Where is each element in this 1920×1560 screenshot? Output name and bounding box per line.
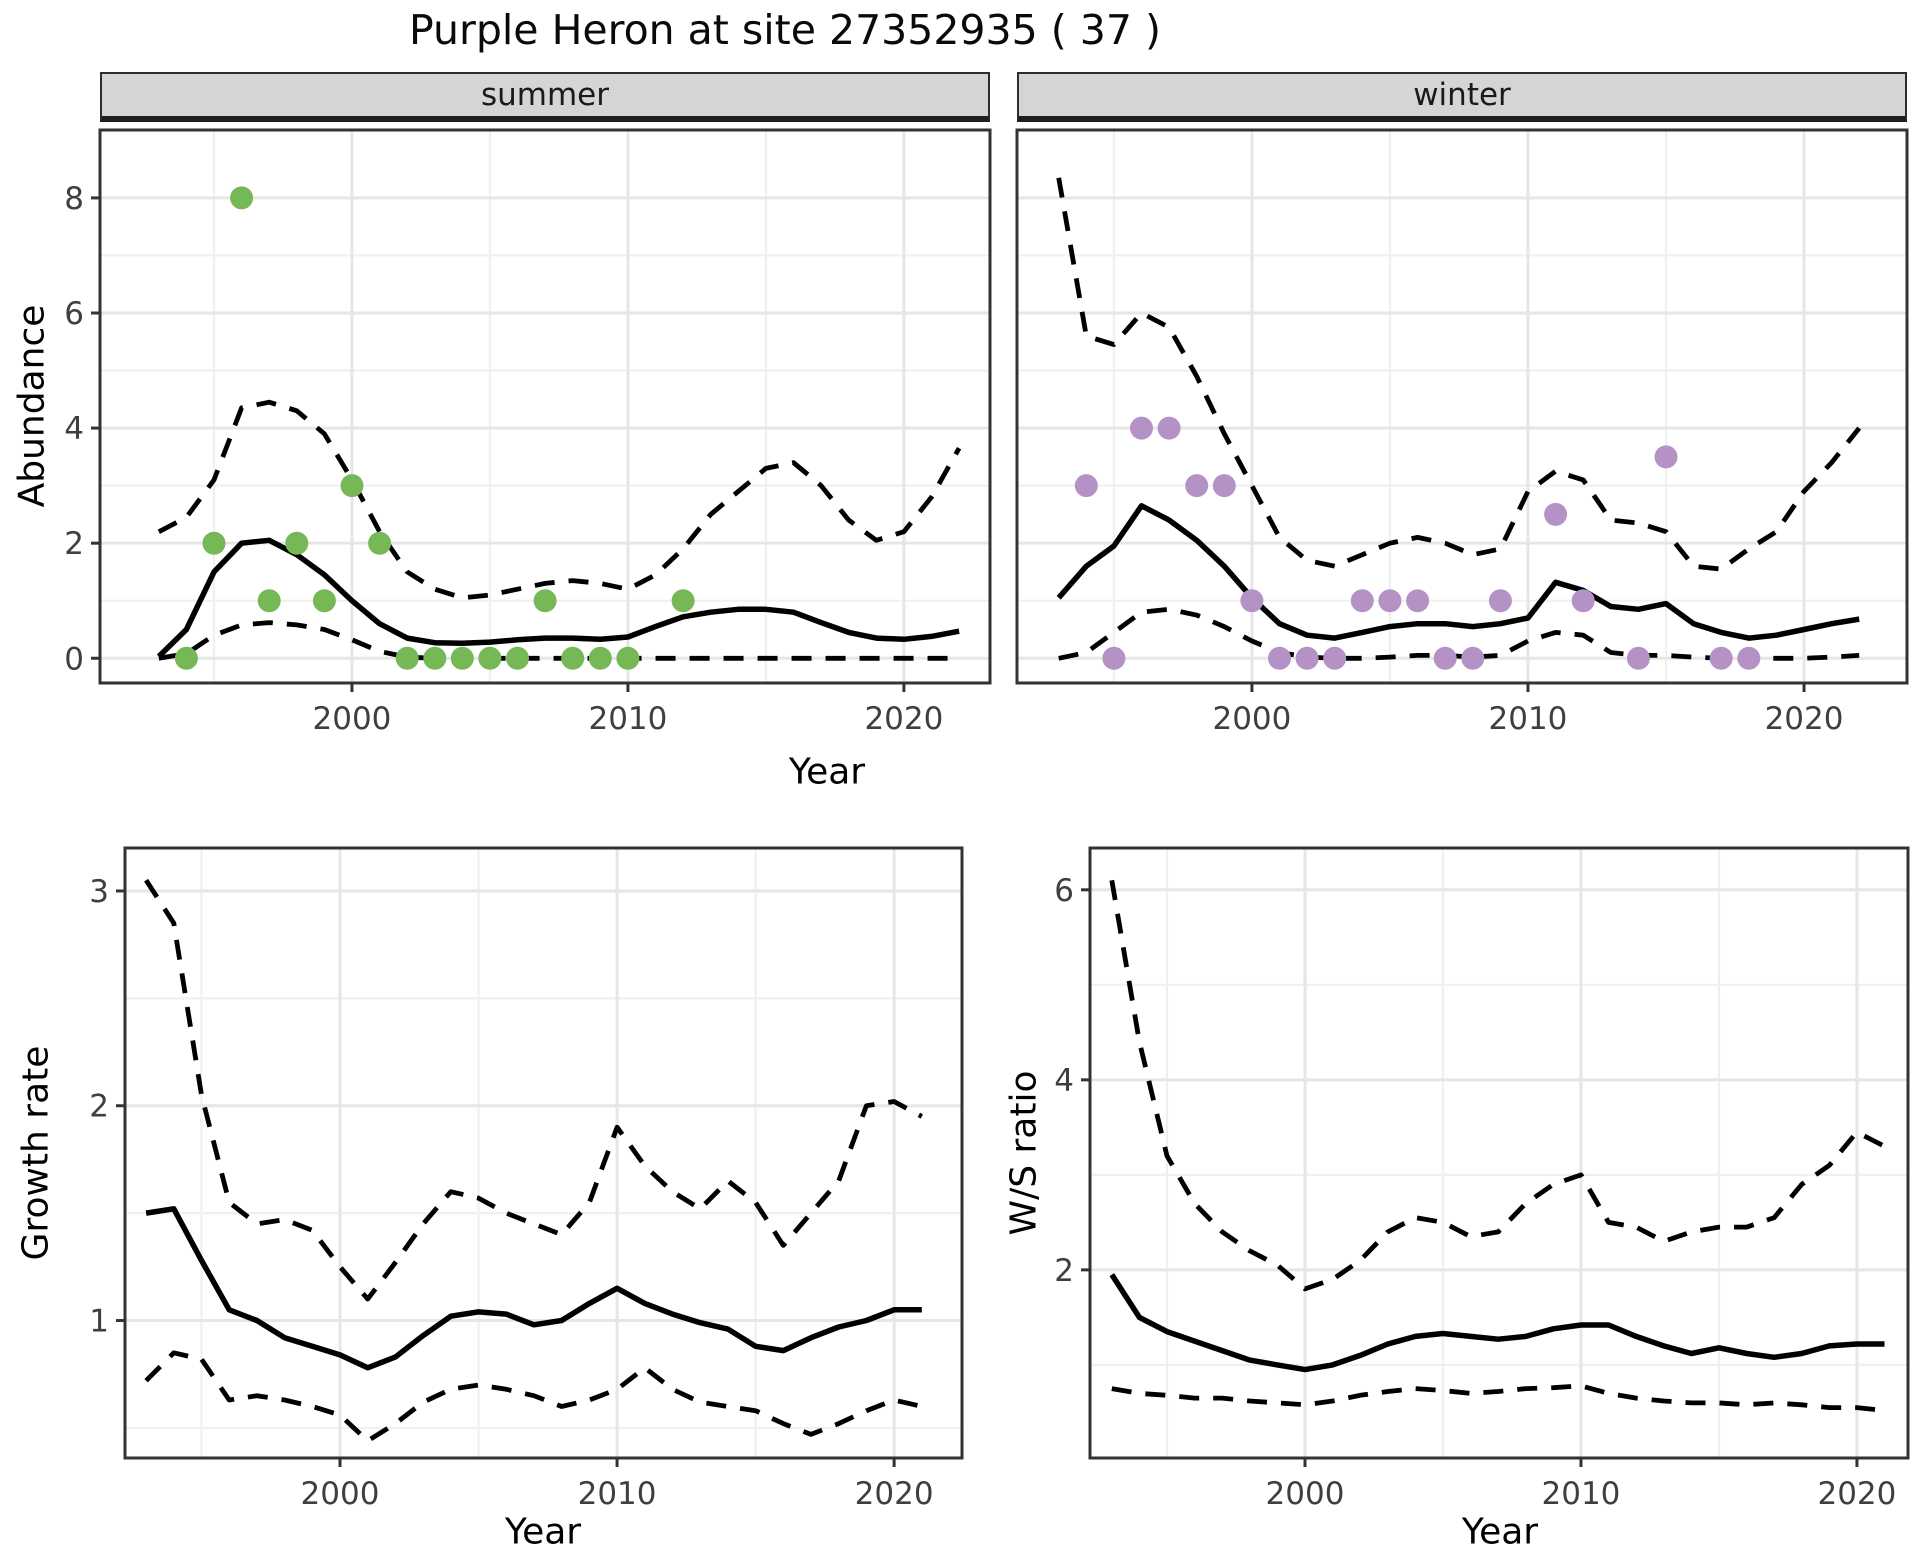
series-lower_ci bbox=[144, 1350, 923, 1444]
series-fit bbox=[145, 1206, 922, 1371]
data-point bbox=[174, 646, 198, 670]
series-fit bbox=[1056, 503, 1860, 641]
x-tick-label: 2010 bbox=[1542, 1476, 1621, 1512]
panel-border bbox=[123, 846, 964, 1460]
data-point bbox=[1709, 646, 1733, 670]
data-point bbox=[1571, 589, 1595, 613]
facet-strip-summer: summer bbox=[100, 72, 990, 122]
x-axis-title-year-top: Year bbox=[788, 751, 866, 793]
data-point bbox=[1074, 474, 1098, 498]
data-point bbox=[588, 646, 612, 670]
series-lower_ci bbox=[1111, 1383, 1885, 1413]
data-point bbox=[285, 531, 309, 555]
data-point bbox=[506, 646, 529, 670]
panel-background bbox=[125, 848, 962, 1458]
panel-border bbox=[98, 128, 992, 685]
x-tick-label: 2020 bbox=[1817, 1476, 1896, 1512]
data-point bbox=[423, 646, 447, 670]
data-point bbox=[1544, 502, 1568, 526]
data-point bbox=[368, 531, 392, 555]
x-tick-label: 2010 bbox=[578, 1476, 657, 1512]
y-tick-label: 2 bbox=[89, 1089, 109, 1125]
data-point bbox=[1295, 646, 1319, 670]
facet-strip-winter-label: winter bbox=[1413, 77, 1511, 113]
x-tick-label: 2020 bbox=[855, 1476, 934, 1512]
data-point bbox=[616, 646, 640, 670]
y-axis-title-ws-ratio: W/S ratio bbox=[1003, 1070, 1045, 1236]
y-tick-label: 1 bbox=[89, 1304, 109, 1340]
series-upper_ci bbox=[157, 399, 962, 601]
data-point bbox=[1157, 416, 1181, 440]
y-tick-label: 4 bbox=[1054, 1063, 1074, 1099]
data-point bbox=[230, 186, 254, 210]
data-point bbox=[1654, 445, 1678, 469]
data-point bbox=[450, 646, 474, 670]
plot-title: Purple Heron at site 27352935 ( 37 ) bbox=[409, 6, 1161, 54]
series-lower_ci bbox=[1058, 606, 1860, 661]
data-point bbox=[202, 531, 226, 555]
data-point bbox=[1433, 646, 1457, 670]
y-tick-label: 3 bbox=[89, 874, 109, 910]
data-point bbox=[1130, 416, 1153, 440]
x-tick-label: 2000 bbox=[1266, 1476, 1345, 1512]
series-upper_ci bbox=[1056, 177, 1862, 572]
data-point bbox=[533, 589, 557, 613]
panel-border bbox=[1015, 128, 1909, 685]
x-tick-label: 2000 bbox=[313, 701, 392, 737]
series-fit bbox=[1109, 1273, 1885, 1373]
data-point bbox=[257, 589, 281, 613]
series-upper_ci bbox=[144, 878, 923, 1302]
data-point bbox=[1102, 646, 1126, 670]
series-fit bbox=[156, 537, 960, 659]
y-tick-label: 2 bbox=[64, 526, 84, 562]
data-point bbox=[1212, 474, 1236, 498]
y-axis-title-growth-rate: Growth rate bbox=[15, 1045, 57, 1261]
x-tick-label: 2010 bbox=[1489, 701, 1568, 737]
data-point bbox=[1406, 589, 1430, 613]
series-upper_ci bbox=[1109, 879, 1886, 1292]
data-point bbox=[1461, 646, 1485, 670]
data-point bbox=[1268, 646, 1291, 670]
data-point bbox=[312, 589, 336, 613]
x-axis-title-year-growth: Year bbox=[504, 1511, 582, 1553]
x-tick-label: 2020 bbox=[1765, 701, 1844, 737]
data-point bbox=[1737, 646, 1761, 670]
panel-border bbox=[1088, 846, 1910, 1460]
x-axis-title-year-ws: Year bbox=[1461, 1511, 1539, 1553]
data-point bbox=[340, 474, 364, 498]
data-point bbox=[478, 646, 502, 670]
x-tick-label: 2000 bbox=[1212, 701, 1291, 737]
data-point bbox=[1378, 589, 1402, 613]
y-tick-label: 2 bbox=[1054, 1253, 1074, 1289]
data-point bbox=[671, 589, 695, 613]
data-point bbox=[395, 646, 419, 670]
panel-background bbox=[1090, 848, 1908, 1458]
y-tick-label: 0 bbox=[64, 641, 84, 677]
y-tick-label: 6 bbox=[64, 296, 84, 332]
facet-strip-winter: winter bbox=[1017, 72, 1907, 122]
data-point bbox=[1323, 646, 1347, 670]
data-point bbox=[561, 646, 585, 670]
data-point bbox=[1240, 589, 1264, 613]
x-tick-label: 2000 bbox=[301, 1476, 380, 1512]
facet-strip-summer-label: summer bbox=[480, 77, 609, 113]
panel-background bbox=[1017, 130, 1907, 683]
data-point bbox=[1626, 646, 1650, 670]
y-axis-title-abundance: Abundance bbox=[11, 304, 53, 508]
y-tick-label: 4 bbox=[64, 411, 84, 447]
x-tick-label: 2010 bbox=[588, 701, 667, 737]
y-tick-label: 8 bbox=[64, 181, 84, 217]
data-point bbox=[1185, 474, 1209, 498]
x-tick-label: 2020 bbox=[864, 701, 943, 737]
y-tick-label: 6 bbox=[1054, 873, 1074, 909]
series-lower_ci bbox=[158, 620, 960, 661]
data-point bbox=[1350, 589, 1374, 613]
panel-background bbox=[100, 130, 990, 683]
data-point bbox=[1488, 589, 1512, 613]
